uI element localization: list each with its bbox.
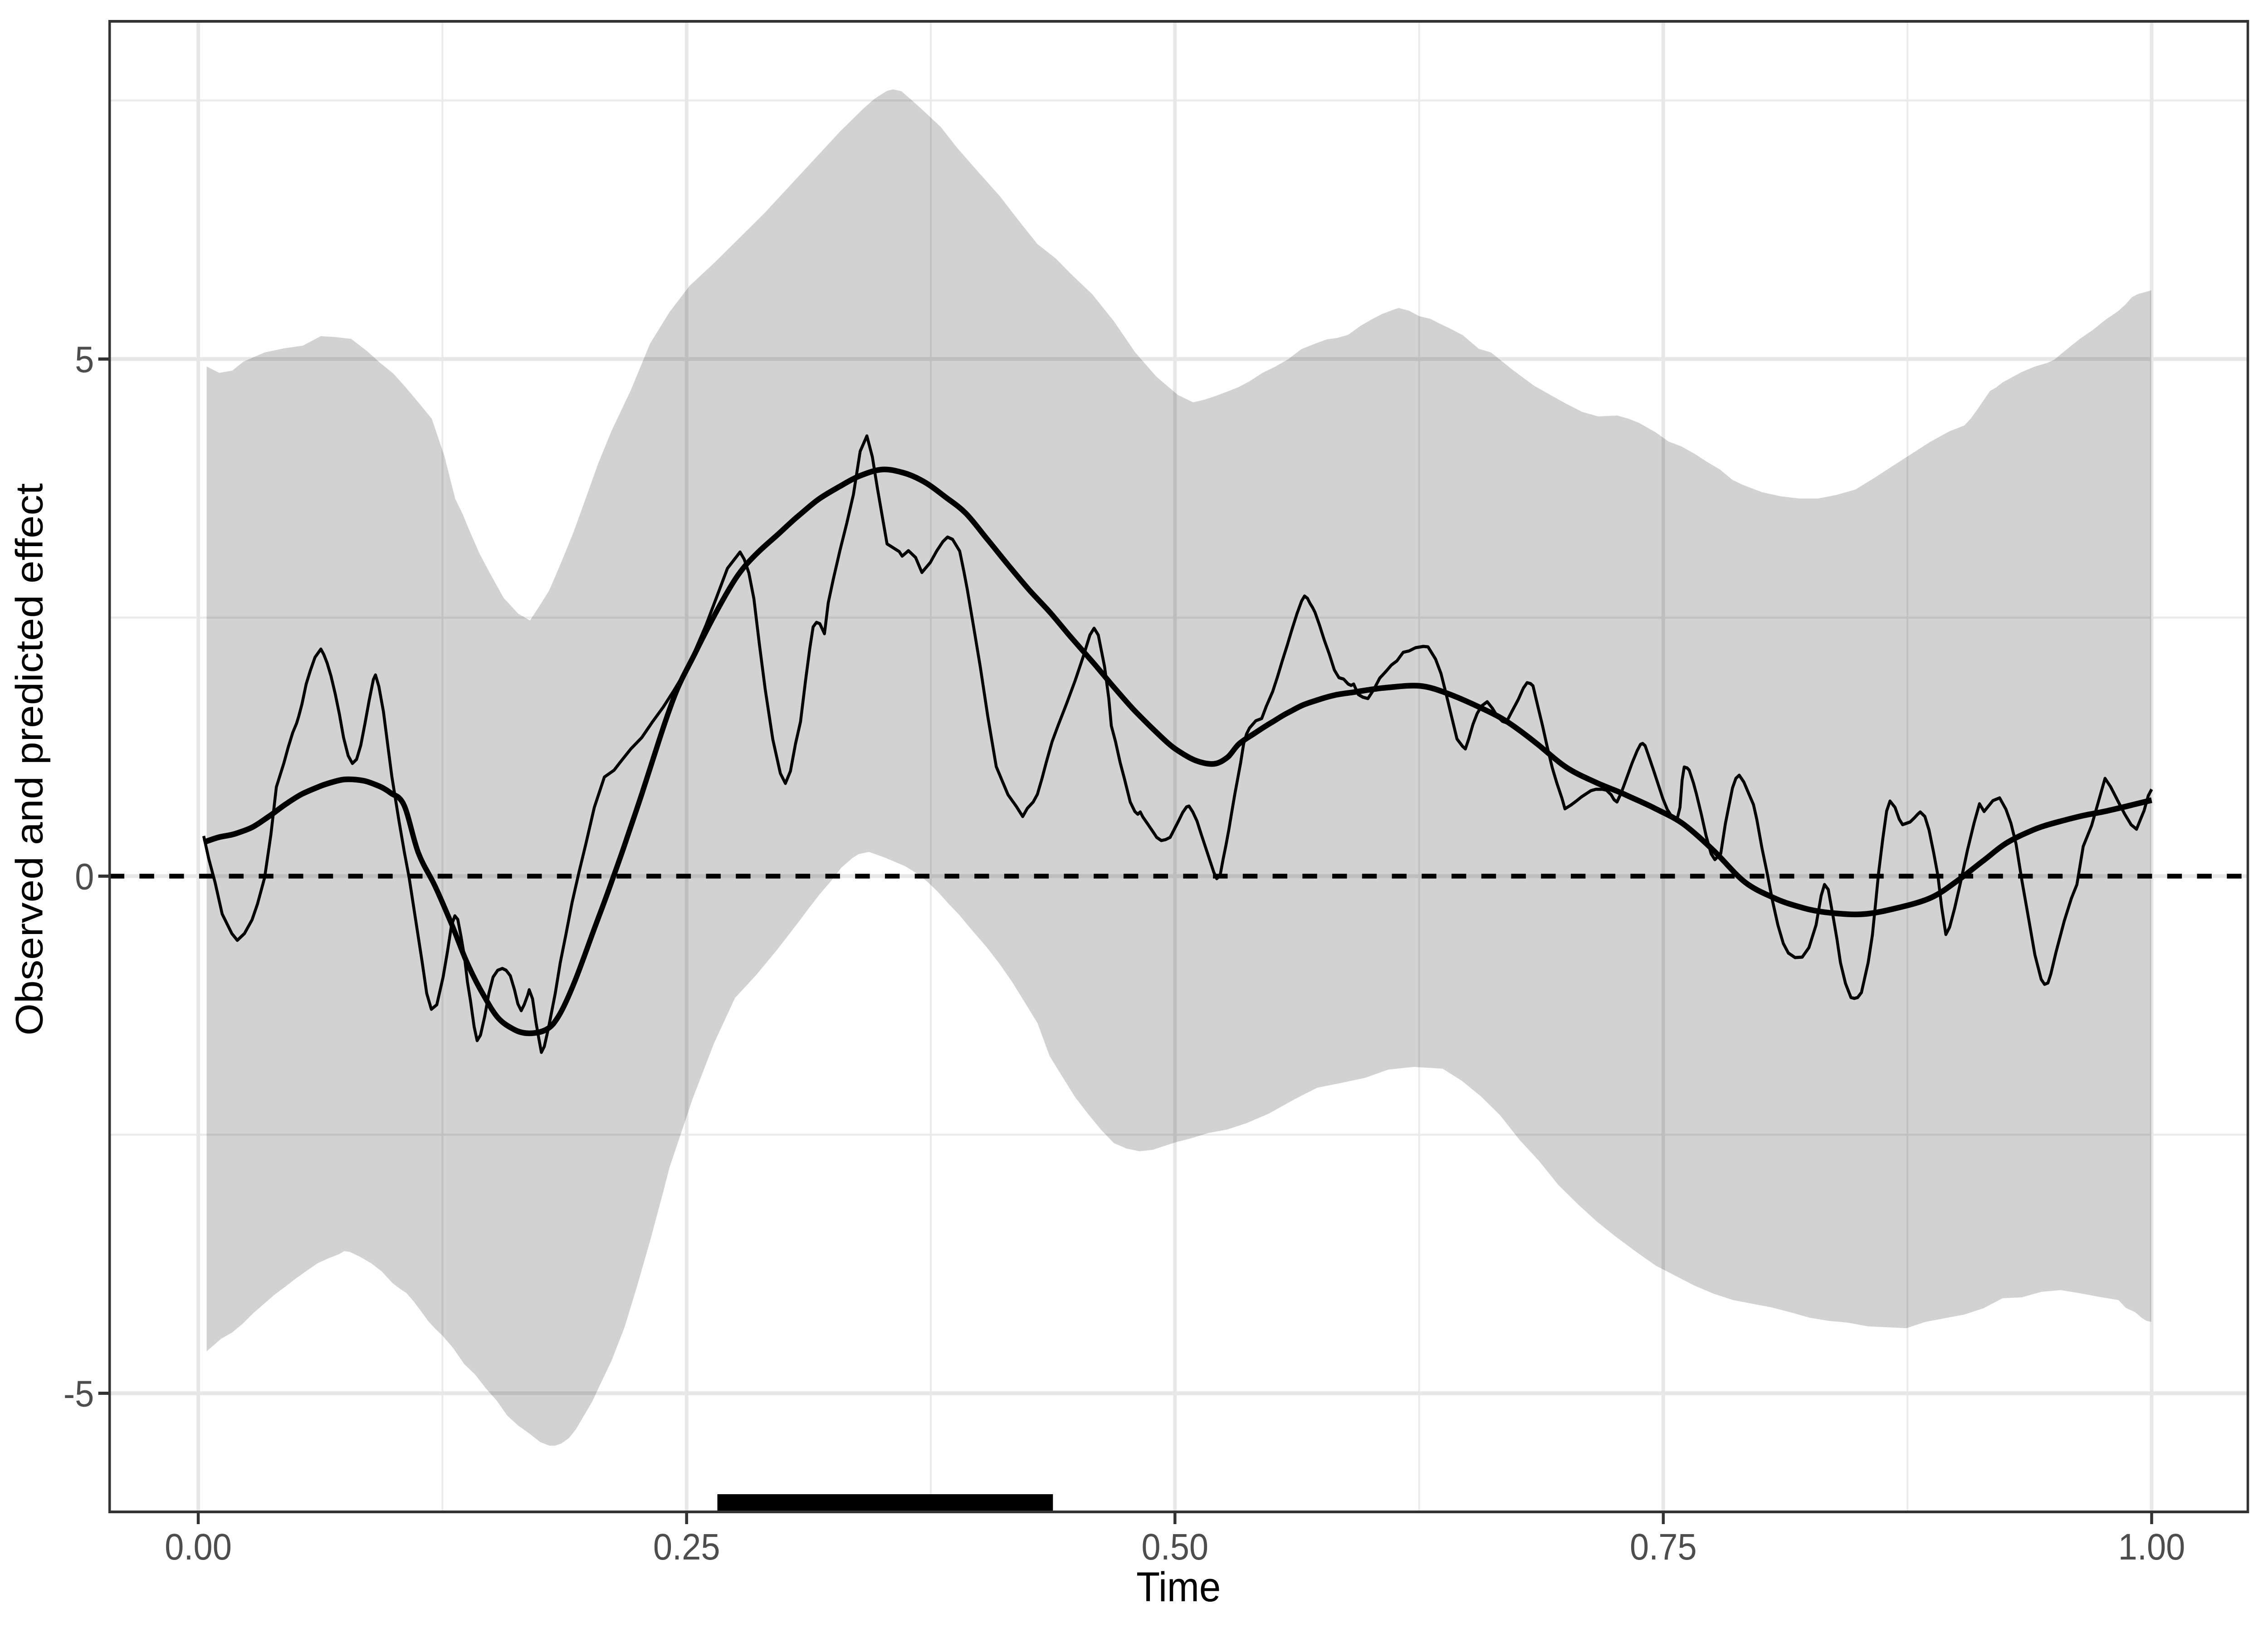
svg-text:Time: Time	[1136, 1564, 1221, 1610]
svg-text:0.00: 0.00	[165, 1525, 232, 1567]
svg-text:1.00: 1.00	[2118, 1525, 2185, 1567]
svg-text:-5: -5	[64, 1373, 94, 1414]
svg-text:0.75: 0.75	[1630, 1525, 1697, 1567]
svg-text:0: 0	[75, 856, 94, 897]
svg-text:5: 5	[75, 338, 94, 380]
svg-text:0.50: 0.50	[1141, 1525, 1208, 1567]
svg-text:Observed and predicted effect: Observed and predicted effect	[8, 483, 51, 1035]
svg-text:0.25: 0.25	[653, 1525, 720, 1567]
